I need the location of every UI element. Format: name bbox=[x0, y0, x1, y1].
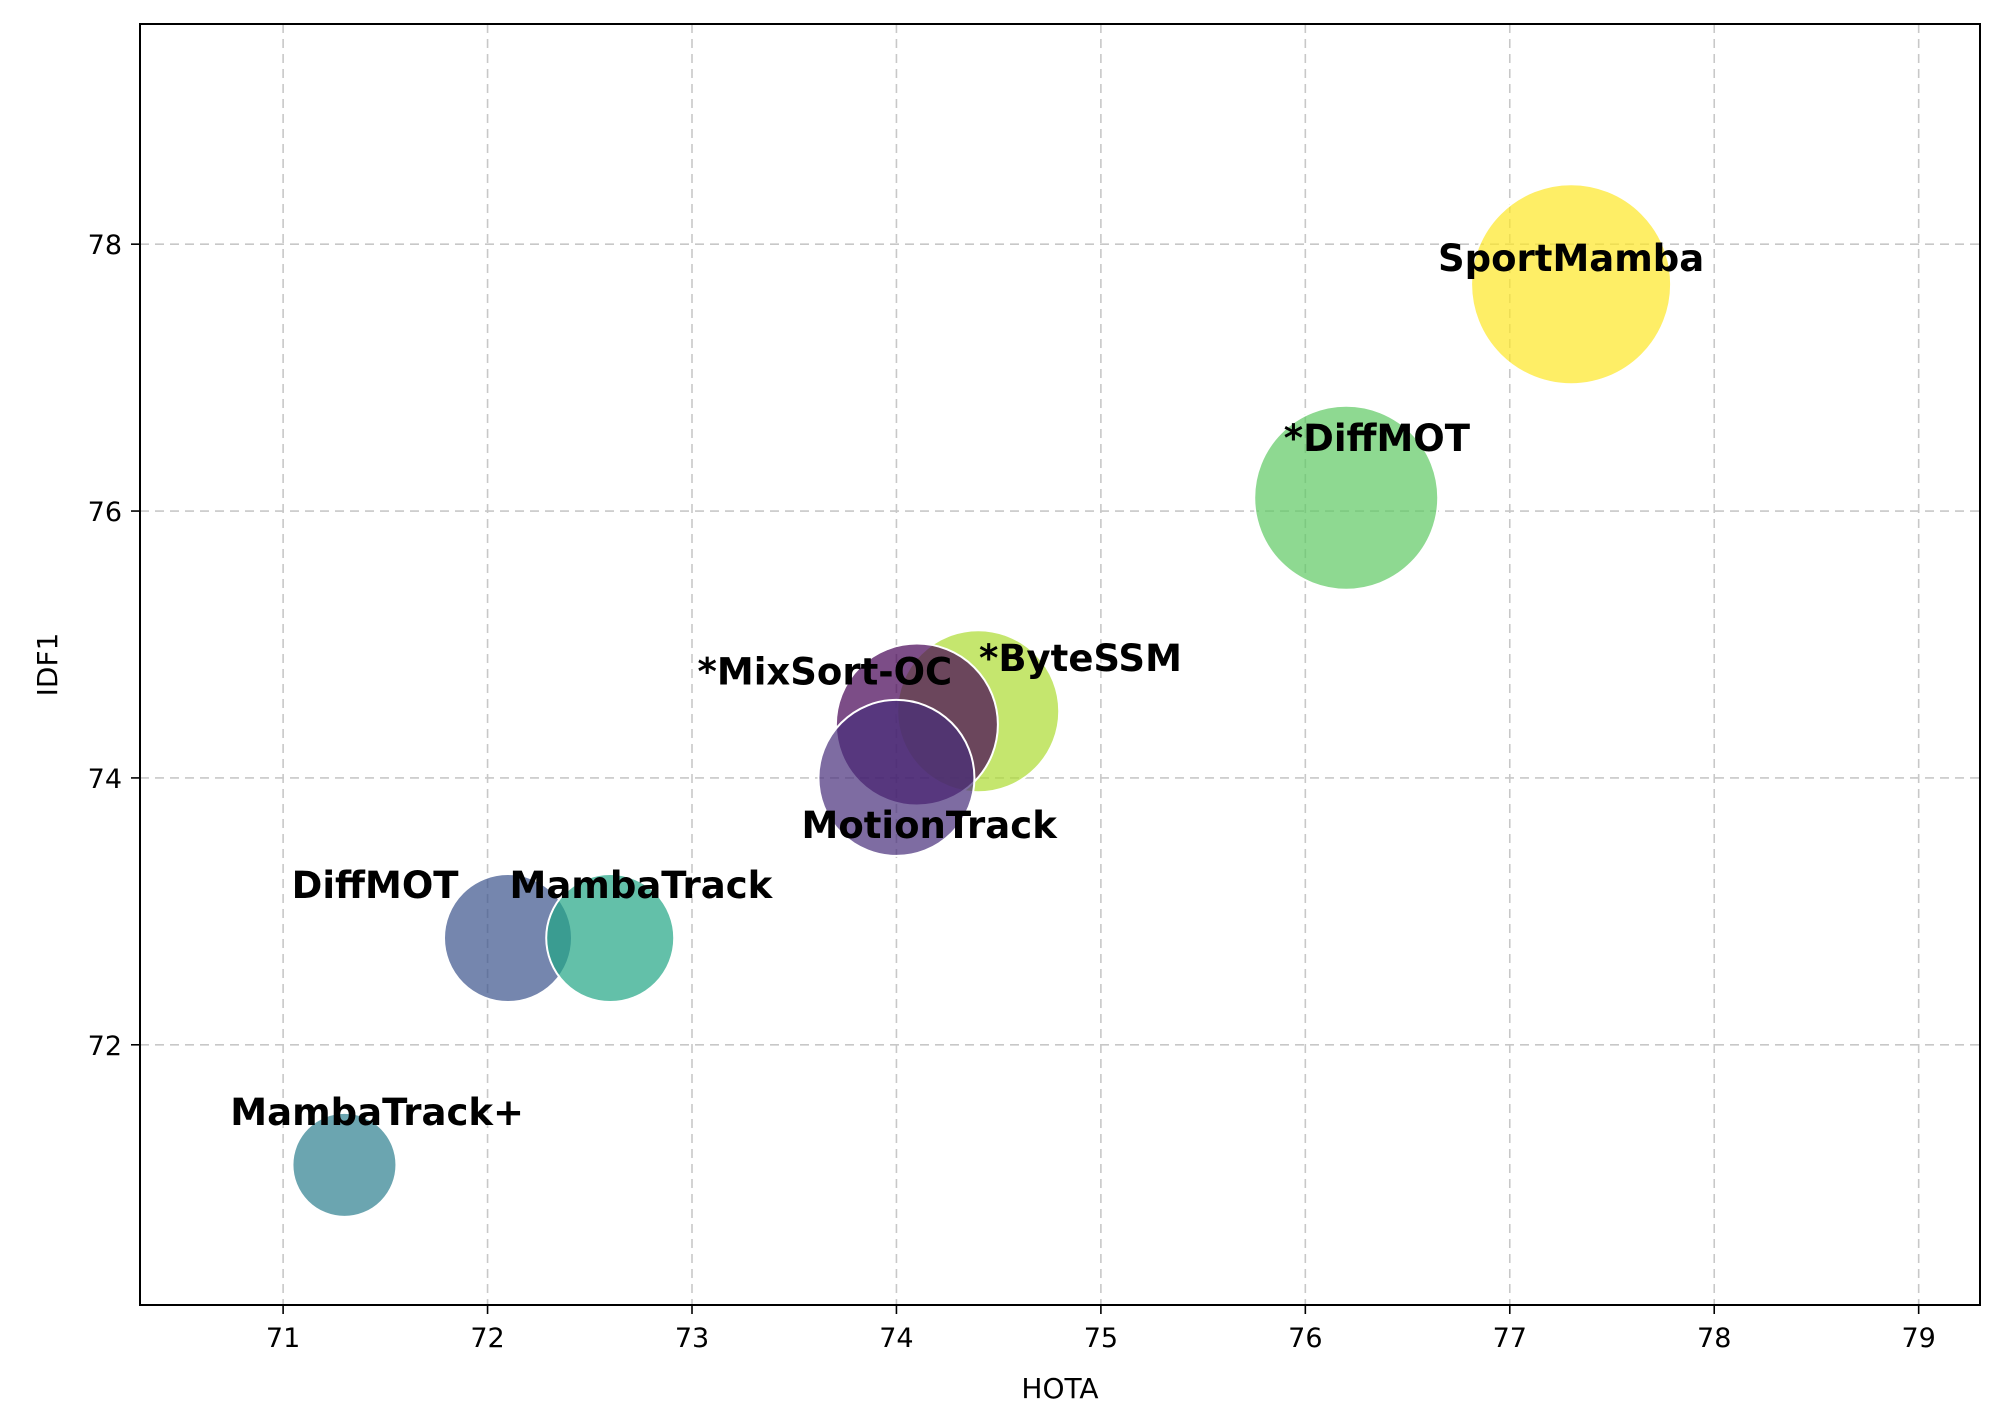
x-tick-label: 71 bbox=[266, 1323, 300, 1354]
x-tick-label: 79 bbox=[1901, 1323, 1935, 1354]
y-tick-label: 76 bbox=[88, 497, 122, 528]
plot-frame bbox=[139, 23, 1981, 1306]
point-label: SportMamba bbox=[1438, 237, 1704, 280]
bubble-point bbox=[1470, 183, 1673, 386]
y-tick-label: 74 bbox=[88, 764, 122, 795]
bubble-point bbox=[291, 1111, 398, 1218]
bubble-point bbox=[817, 698, 976, 857]
x-tick-label: 72 bbox=[470, 1323, 504, 1354]
grid bbox=[140, 24, 1980, 1305]
point-labels: SportMamba *DiffMOT *ByteSSM *MixSort-OC Mot… bbox=[230, 237, 1704, 1134]
x-tick-label: 77 bbox=[1493, 1323, 1527, 1354]
x-tick-label: 76 bbox=[1288, 1323, 1322, 1354]
point-label: DiffMOT bbox=[292, 864, 460, 907]
point-label: MotionTrack bbox=[802, 804, 1059, 847]
x-tick-label: 75 bbox=[1084, 1323, 1118, 1354]
point-label: MambaTrack bbox=[510, 864, 774, 907]
point-label: *MixSort-OC bbox=[698, 651, 953, 694]
y-tick-label: 78 bbox=[88, 230, 122, 261]
x-tick-label: 74 bbox=[879, 1323, 913, 1354]
bubble-point bbox=[545, 873, 676, 1004]
y-tick-label: 72 bbox=[88, 1031, 122, 1062]
ticks: 71 72 73 74 75 76 77 78 79 72 74 76 78 bbox=[88, 230, 1936, 1354]
point-label: *DiffMOT bbox=[1284, 417, 1471, 460]
bubble-layer bbox=[291, 183, 1673, 1218]
point-label: MambaTrack+ bbox=[230, 1091, 524, 1134]
x-tick-label: 78 bbox=[1697, 1323, 1731, 1354]
x-axis-title: HOTA bbox=[1021, 1372, 1098, 1405]
x-tick-label: 73 bbox=[675, 1323, 709, 1354]
bubble-point bbox=[1253, 404, 1440, 591]
y-axis-title: IDF1 bbox=[31, 633, 64, 697]
point-label: *ByteSSM bbox=[979, 637, 1182, 680]
